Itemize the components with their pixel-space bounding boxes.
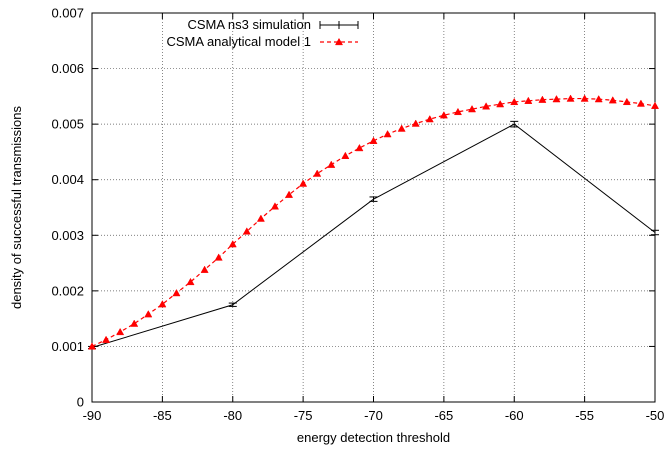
data-point-analytical: [496, 100, 505, 108]
data-point-analytical: [622, 97, 631, 106]
data-point-analytical: [355, 143, 364, 152]
data-point-analytical: [439, 111, 448, 119]
data-point-analytical: [172, 288, 181, 297]
x-tick-label: -50: [646, 408, 665, 423]
data-point-analytical: [482, 102, 491, 110]
x-tick-label: -60: [505, 408, 524, 423]
y-tick-label: 0.002: [51, 283, 84, 298]
data-point-analytical: [228, 240, 237, 248]
x-tick-label: -55: [575, 408, 594, 423]
legend-marker-analytical: [334, 37, 344, 46]
data-point-analytical: [102, 335, 111, 343]
data-point-analytical: [411, 119, 420, 127]
y-tick-label: 0.004: [51, 172, 84, 187]
y-tick-label: 0: [77, 395, 84, 410]
data-point-analytical: [158, 300, 167, 308]
series-analytical: [87, 94, 660, 350]
x-tick-label: -85: [153, 408, 172, 423]
x-tick-label: -90: [83, 408, 102, 423]
x-tick-label: -80: [223, 408, 242, 423]
data-point-analytical: [566, 94, 575, 102]
data-point-analytical: [144, 310, 153, 318]
y-tick-label: 0.006: [51, 61, 84, 76]
legend-label-sim: CSMA ns3 simulation: [187, 17, 311, 32]
legend: CSMA ns3 simulation CSMA analytical mode…: [166, 17, 359, 49]
data-point-analytical: [116, 327, 125, 336]
data-point-sim: [369, 196, 378, 202]
data-point-sim: [651, 229, 659, 236]
data-point-analytical: [650, 101, 660, 109]
data-point-analytical: [510, 97, 519, 106]
data-point-sim: [510, 120, 519, 128]
x-axis-label: energy detection threshold: [297, 430, 450, 445]
data-point-analytical: [524, 96, 533, 104]
data-point-analytical: [270, 202, 279, 210]
data-point-analytical: [369, 136, 378, 144]
data-point-analytical: [538, 95, 547, 103]
data-point-analytical: [608, 96, 617, 104]
y-axis-label: density of successful transmissions: [9, 105, 24, 309]
legend-label-analytical: CSMA analytical model 1: [166, 34, 311, 49]
data-point-analytical: [594, 95, 603, 103]
data-point-analytical: [636, 99, 645, 107]
data-point-analytical: [285, 190, 294, 198]
data-point-analytical: [383, 130, 392, 138]
data-point-analytical: [327, 160, 336, 168]
data-point-analytical: [242, 227, 251, 235]
data-point-analytical: [313, 169, 322, 177]
data-point-analytical: [299, 179, 308, 187]
y-tick-label: 0.003: [51, 228, 84, 243]
data-point-analytical: [186, 277, 195, 286]
x-tick-label: -75: [294, 408, 313, 423]
data-point-analytical: [256, 214, 265, 222]
data-point-analytical: [341, 151, 350, 159]
data-point-analytical: [580, 94, 589, 102]
data-point-analytical: [214, 253, 223, 261]
legend-swatch-analytical: [320, 37, 358, 46]
data-point-analytical: [397, 124, 406, 132]
legend-swatch-sim: [319, 21, 359, 29]
data-point-analytical: [552, 95, 561, 103]
x-axis-ticks: -90 -85 -80 -75 -70 -65 -60 -55 -50: [83, 13, 665, 423]
series-line-analytical: [91, 97, 656, 347]
y-tick-label: 0.001: [51, 339, 84, 354]
data-point-analytical: [468, 105, 477, 113]
x-tick-label: -65: [434, 408, 453, 423]
y-tick-label: 0.007: [51, 6, 84, 21]
y-tick-label: 0.005: [51, 117, 84, 132]
data-point-analytical: [130, 319, 139, 327]
series-sim: [88, 120, 659, 350]
data-point-analytical: [87, 342, 97, 350]
data-point-analytical: [453, 107, 462, 116]
data-point-sim: [228, 302, 237, 307]
x-tick-label: -70: [364, 408, 383, 423]
data-point-analytical: [200, 265, 209, 273]
y-axis-ticks: 0 0.001 0.002 0.003 0.004 0.005 0.006 0.007: [51, 6, 655, 410]
series-layer: [87, 94, 660, 350]
grid-lines: [92, 13, 655, 402]
data-point-analytical: [425, 115, 434, 123]
